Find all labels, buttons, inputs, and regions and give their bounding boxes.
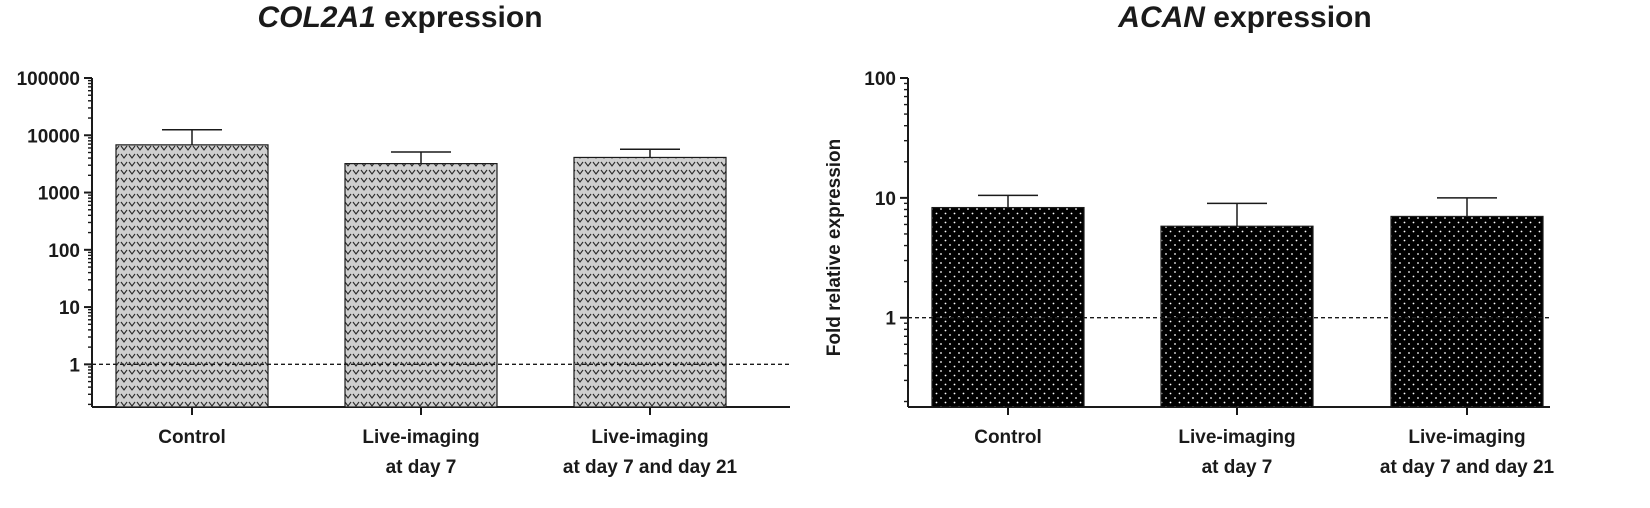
y-tick-label: 100000: [17, 69, 80, 90]
x-tick-label-line: Live-imaging: [591, 427, 708, 448]
title-suffix: expression: [375, 1, 543, 34]
bar: [115, 144, 269, 408]
y-axis-title: Fold relative expression: [824, 139, 845, 357]
bar: [344, 163, 498, 408]
x-tick-label-line: at day 7: [1202, 457, 1273, 478]
title-gene: ACAN: [1118, 1, 1205, 34]
x-tick-label-line: at day 7: [386, 457, 457, 478]
x-tick-label: Live-imaging at day 7 and day 21: [563, 427, 738, 478]
bar: [931, 206, 1085, 408]
acan-chart: ACAN expression 1 10 100 Control Live-imagin…: [824, 0, 1650, 508]
chart-title: ACAN expression: [840, 0, 1650, 36]
y-tick-label: 10: [875, 189, 896, 210]
x-tick-label-line: Control: [158, 427, 226, 448]
title-suffix: expression: [1204, 1, 1372, 34]
x-tick-label-line: at day 7 and day 21: [563, 457, 738, 478]
bar: [1160, 225, 1314, 408]
y-tick-label: 10000: [27, 126, 80, 147]
col2a1-chart: COL2A1 expression 1 10 100 1000 10000 100000 C…: [0, 0, 800, 508]
y-tick-label: 100: [864, 69, 896, 90]
y-tick-label: 100: [48, 241, 80, 262]
y-tick-label: 1: [69, 355, 80, 376]
col2a1-plot: 1 10 100 1000 10000 100000 Control Live-imaging…: [17, 69, 790, 478]
x-tick-label-line: at day 7 and day 21: [1380, 457, 1555, 478]
x-tick-label-line: Live-imaging: [362, 427, 479, 448]
bar: [1390, 215, 1544, 408]
y-tick-label: 1000: [38, 184, 80, 205]
y-tick-label: 10: [59, 298, 80, 319]
x-tick-label: Control: [158, 427, 226, 448]
bar: [573, 156, 727, 408]
chart-title: COL2A1 expression: [0, 0, 800, 36]
y-tick-label: 1: [885, 309, 896, 330]
x-tick-label: Live-imaging at day 7 and day 21: [1380, 427, 1555, 478]
x-tick-label: Live-imaging at day 7: [1178, 427, 1295, 478]
x-tick-label: Live-imaging at day 7: [362, 427, 479, 478]
x-tick-label-line: Control: [974, 427, 1042, 448]
title-gene: COL2A1: [257, 1, 376, 34]
x-tick-label: Control: [974, 427, 1042, 448]
x-tick-label-line: Live-imaging: [1178, 427, 1295, 448]
x-tick-label-line: Live-imaging: [1408, 427, 1525, 448]
